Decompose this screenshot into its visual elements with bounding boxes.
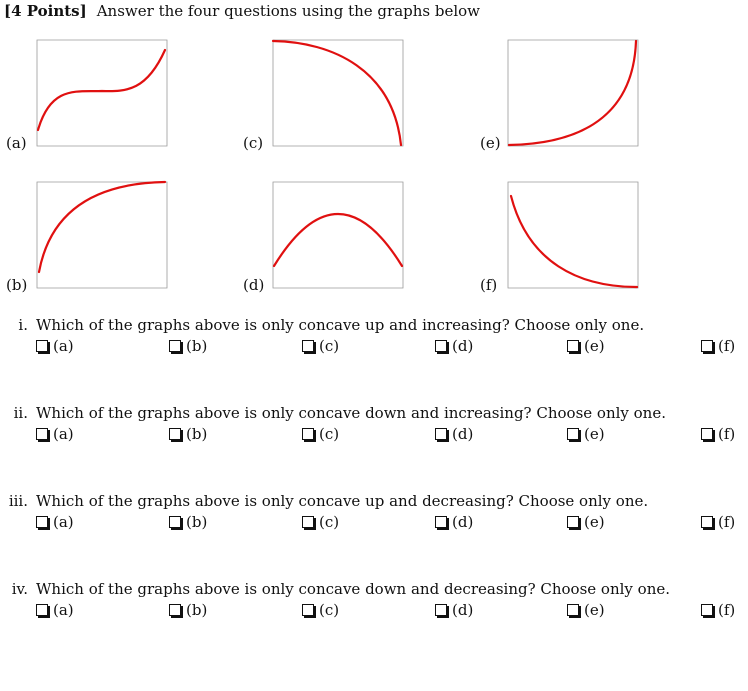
checkbox-icon[interactable] xyxy=(701,340,713,352)
curve-e xyxy=(507,39,638,147)
checkbox-icon[interactable] xyxy=(169,340,181,352)
option-d[interactable]: (d) xyxy=(435,427,473,442)
curve-c xyxy=(271,39,403,147)
checkbox-icon[interactable] xyxy=(302,516,314,528)
checkbox-icon[interactable] xyxy=(302,428,314,440)
checkbox-icon[interactable] xyxy=(435,604,447,616)
option-a[interactable]: (a) xyxy=(36,603,74,618)
checkbox-icon[interactable] xyxy=(701,516,713,528)
option-e[interactable]: (e) xyxy=(567,427,605,442)
checkbox-icon[interactable] xyxy=(567,428,579,440)
checkbox-icon[interactable] xyxy=(567,340,579,352)
checkbox-icon[interactable] xyxy=(36,428,48,440)
checkbox-icon[interactable] xyxy=(36,604,48,616)
checkbox-icon[interactable] xyxy=(36,340,48,352)
option-b[interactable]: (b) xyxy=(169,427,207,442)
option-d[interactable]: (d) xyxy=(435,339,473,354)
question-number: iii. xyxy=(8,492,28,510)
option-f[interactable]: (f) xyxy=(701,339,735,354)
checkbox-icon[interactable] xyxy=(701,604,713,616)
option-d[interactable]: (d) xyxy=(435,603,473,618)
graph-label-e: (e) xyxy=(480,134,501,152)
curve-f xyxy=(509,194,639,289)
question-number: iv. xyxy=(11,580,28,598)
option-b[interactable]: (b) xyxy=(169,339,207,354)
checkbox-icon[interactable] xyxy=(701,428,713,440)
graph-label-c: (c) xyxy=(243,134,264,152)
curve-a xyxy=(36,48,167,132)
option-b[interactable]: (b) xyxy=(169,603,207,618)
problem-header: [4 Points] Answer the four questions usin… xyxy=(4,2,480,20)
graph-label-d: (d) xyxy=(243,276,265,294)
checkbox-icon[interactable] xyxy=(435,428,447,440)
checkbox-icon[interactable] xyxy=(567,604,579,616)
question-number: ii. xyxy=(13,404,28,422)
checkbox-icon[interactable] xyxy=(567,516,579,528)
checkbox-icon[interactable] xyxy=(302,604,314,616)
option-c[interactable]: (c) xyxy=(302,339,339,354)
option-a[interactable]: (a) xyxy=(36,427,74,442)
option-c[interactable]: (c) xyxy=(302,427,339,442)
option-a[interactable]: (a) xyxy=(36,515,74,530)
checkbox-icon[interactable] xyxy=(169,428,181,440)
checkbox-icon[interactable] xyxy=(169,516,181,528)
graph-label-f: (f) xyxy=(480,276,498,294)
option-d[interactable]: (d) xyxy=(435,515,473,530)
graph-c xyxy=(271,39,404,147)
option-b[interactable]: (b) xyxy=(169,515,207,530)
question-text: Which of the graphs above is only concav… xyxy=(36,316,645,334)
graph-f xyxy=(507,181,639,289)
question-text: Which of the graphs above is only concav… xyxy=(36,404,666,422)
option-e[interactable]: (e) xyxy=(567,603,605,618)
curve-d xyxy=(272,213,404,268)
graph-label-a: (a) xyxy=(6,134,27,152)
option-c[interactable]: (c) xyxy=(302,603,339,618)
option-f[interactable]: (f) xyxy=(701,515,735,530)
curve-b xyxy=(37,180,167,274)
option-e[interactable]: (e) xyxy=(567,515,605,530)
graph-d xyxy=(272,181,404,289)
question-text: Which of the graphs above is only concav… xyxy=(36,580,670,598)
option-f[interactable]: (f) xyxy=(701,603,735,618)
instruction-text: Answer the four questions using the grap… xyxy=(96,2,481,20)
checkbox-icon[interactable] xyxy=(302,340,314,352)
graph-e xyxy=(507,39,639,147)
option-a[interactable]: (a) xyxy=(36,339,74,354)
option-f[interactable]: (f) xyxy=(701,427,735,442)
points-label: [4 Points] xyxy=(4,2,87,20)
question-text: Which of the graphs above is only concav… xyxy=(36,492,649,510)
graph-label-b: (b) xyxy=(6,276,28,294)
question-number: i. xyxy=(18,316,28,334)
checkbox-icon[interactable] xyxy=(435,340,447,352)
option-c[interactable]: (c) xyxy=(302,515,339,530)
option-e[interactable]: (e) xyxy=(567,339,605,354)
graph-a xyxy=(36,39,168,147)
checkbox-icon[interactable] xyxy=(435,516,447,528)
graph-b xyxy=(36,180,168,289)
checkbox-icon[interactable] xyxy=(169,604,181,616)
checkbox-icon[interactable] xyxy=(36,516,48,528)
